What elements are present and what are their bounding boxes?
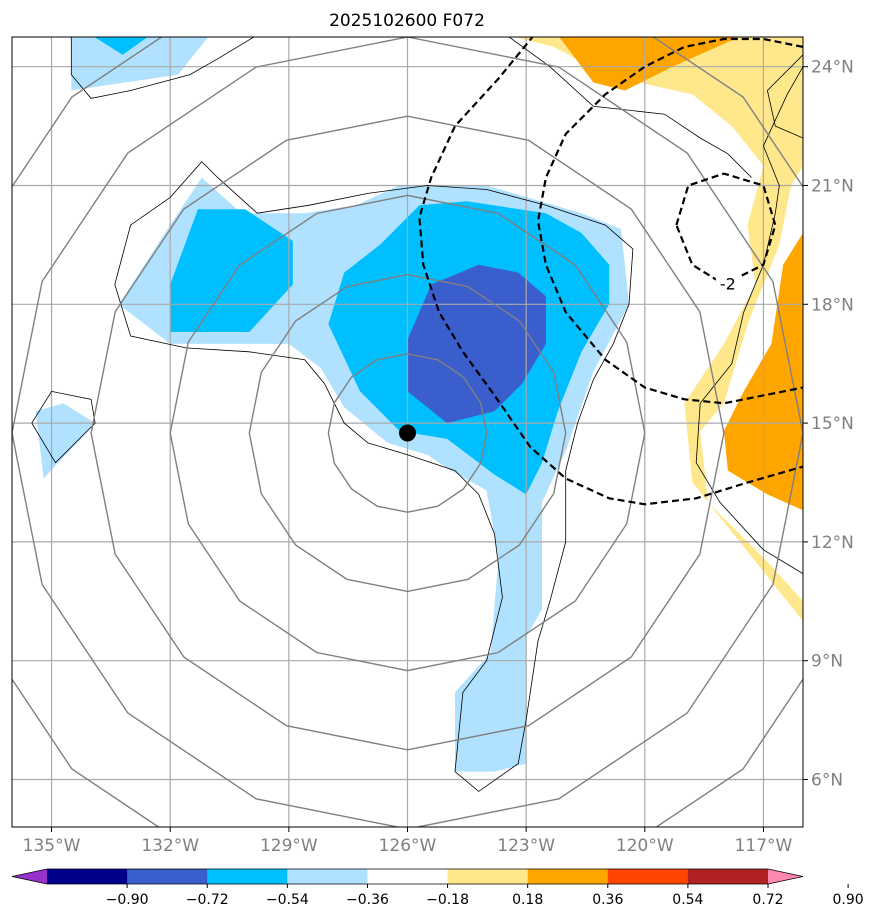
colorbar-tick-label: −0.90	[106, 892, 149, 908]
colorbar-segment-3	[287, 869, 368, 884]
coastline-1	[114, 161, 634, 792]
lat-tick-label: 12°N	[811, 533, 854, 553]
lon-tick-label: 129°W	[260, 836, 318, 856]
coastline-0	[70, 37, 255, 99]
coastline-5	[766, 54, 803, 139]
colorbar-tick-label: −0.18	[426, 892, 469, 908]
lon-tick-label: 132°W	[141, 836, 199, 856]
range-ring-6deg	[169, 194, 646, 672]
range-ring-2deg	[327, 353, 488, 513]
contour-labels: -2	[715, 273, 740, 294]
colorbar-segment-7	[607, 869, 689, 884]
fill-region-3-0	[514, 37, 803, 622]
colorbar-segment-4	[367, 869, 449, 884]
storm-center-marker	[399, 424, 416, 442]
lon-tick-label: 120°W	[616, 836, 674, 856]
fill-region-1-1	[170, 209, 293, 332]
lat-tick-label: 15°N	[811, 414, 854, 434]
lon-tick-label: 123°W	[497, 836, 555, 856]
contour-label: -2	[720, 274, 736, 293]
colorbar-tick-label: 0.90	[833, 892, 864, 908]
colorbar: −0.90 −0.72 −0.54 −0.36 −0.18 0.18 0.36 0.54 0.7…	[11, 868, 864, 908]
lat-axis: 6°N 9°N 12°N 15°N 18°N 21°N 24°N	[803, 58, 854, 790]
colorbar-tick-label: 0.72	[752, 892, 783, 908]
colorbar-tick-label: 0.36	[592, 892, 623, 908]
dashed-contour-0-0	[418, 37, 803, 506]
storm-center-dot	[399, 424, 416, 442]
coastline-3	[695, 66, 803, 574]
colorbar-tick-label: −0.36	[346, 892, 389, 908]
range-ring-8deg	[90, 115, 725, 751]
colorbar-extend-high	[768, 869, 803, 884]
colorbar-segment-1	[127, 869, 208, 884]
lat-tick-label: 24°N	[811, 58, 854, 78]
colorbar-tick-label: 0.54	[672, 892, 703, 908]
colorbar-outline	[11, 868, 804, 885]
colorbar-segment-0	[47, 869, 128, 884]
colorbar-extend-low	[12, 869, 47, 884]
dashed-contours	[418, 37, 803, 506]
colorbar-tick-label: −0.72	[186, 892, 229, 908]
lat-tick-label: 9°N	[811, 652, 843, 672]
lon-tick-label: 135°W	[23, 836, 81, 856]
colorbar-tick-label: −0.54	[266, 892, 309, 908]
coastline-2	[31, 390, 96, 464]
lon-axis: 135°W 132°W 129°W 126°W 123°W 120°W 117°W	[23, 827, 793, 856]
fill-region-1-2	[94, 37, 148, 55]
lat-tick-label: 18°N	[811, 295, 854, 315]
contour-label-background	[715, 273, 740, 294]
coastlines	[31, 37, 803, 792]
range-ring-10deg	[12, 37, 803, 827]
fill-region-0-2	[35, 403, 96, 479]
lat-tick-label: 6°N	[811, 770, 843, 790]
range-ring-4deg	[248, 273, 567, 593]
lat-tick-label: 21°N	[811, 176, 854, 196]
dashed-contour-0-1	[536, 37, 803, 405]
colorbar-segment-2	[207, 869, 288, 884]
fill-region-0-1	[71, 37, 209, 91]
colorbar-segment-8	[687, 869, 769, 884]
lon-tick-label: 117°W	[735, 836, 793, 856]
lon-tick-label: 126°W	[379, 836, 437, 856]
colorbar-segment-6	[527, 869, 609, 884]
chart-title: 2025102600 F072	[329, 11, 485, 31]
colorbar-segment-5	[447, 869, 529, 884]
colorbar-tick-label: 0.18	[512, 892, 543, 908]
coastline-4	[508, 37, 752, 178]
